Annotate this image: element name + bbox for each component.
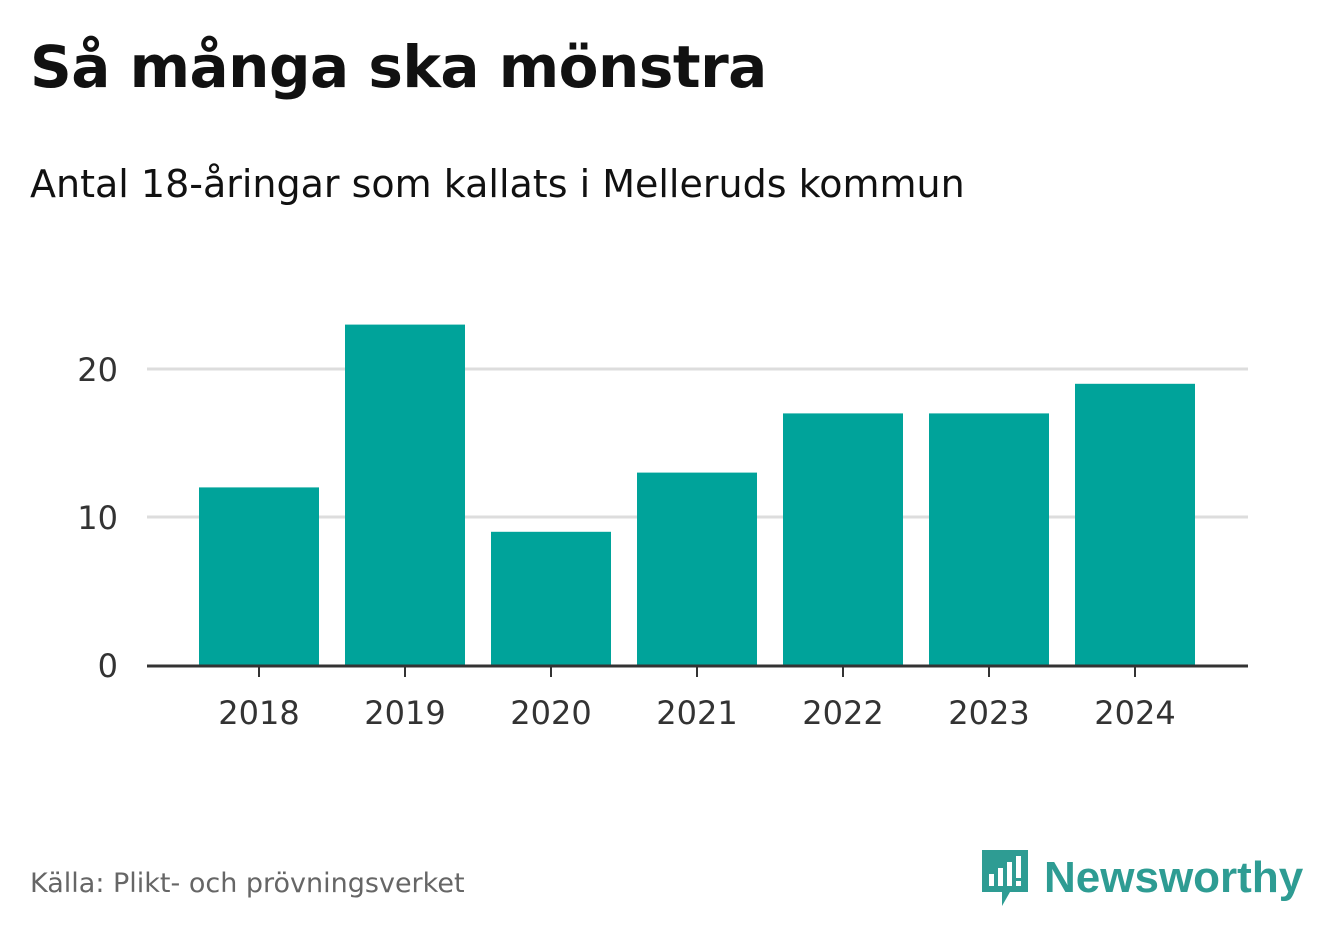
y-tick-label: 20 [77,351,118,389]
brand-name: Newsworthy [1044,853,1304,902]
y-tick-label: 0 [98,647,118,685]
bar-chart: 0 10 20 2018 2019 2020 2021 2022 2023 2024 [77,324,1248,732]
newsworthy-logo-icon [982,850,1028,906]
x-tick-label: 2018 [218,694,299,732]
bar-2021 [637,472,757,665]
x-tick-label: 2019 [364,694,445,732]
x-tick-label: 2024 [1094,694,1175,732]
bar-2022 [783,413,903,665]
x-axis: 2018 2019 2020 2021 2022 2023 2024 [147,664,1248,732]
source-note: Källa: Plikt- och prövningsverket [30,868,465,899]
bar-2023 [929,413,1049,665]
x-tick-label: 2021 [656,694,737,732]
x-tick-label: 2020 [510,694,591,732]
y-tick-label: 10 [77,499,118,537]
chart-subtitle: Antal 18-åringar som kallats i Melleruds… [30,162,965,206]
bar-2024 [1075,383,1195,665]
bar-2018 [199,487,319,665]
brand-logo: Newsworthy [980,848,1303,908]
bars [199,324,1195,665]
x-tick-label: 2023 [948,694,1029,732]
bar-2019 [345,324,465,665]
bar-2020 [491,531,611,665]
x-tick-label: 2022 [802,694,883,732]
y-axis-ticks: 0 10 20 [77,351,118,685]
chart-title: Så många ska mönstra [30,33,767,101]
